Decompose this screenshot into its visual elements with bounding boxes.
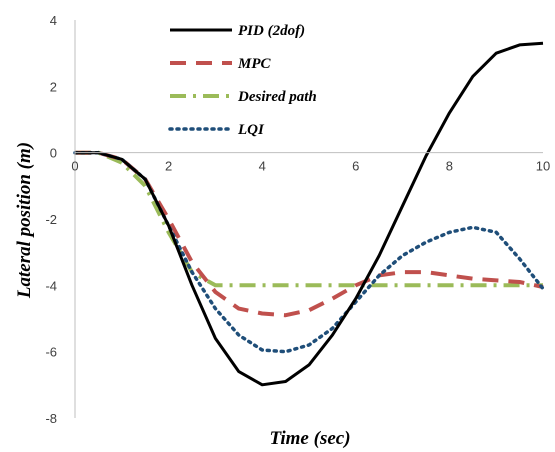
x-tick-label: 0 (71, 159, 78, 174)
series-line-lqi (73, 150, 545, 354)
legend-label: PID (2dof) (238, 23, 305, 39)
legend-label: MPC (237, 56, 272, 72)
y-axis-title: Lateral position (m) (14, 142, 35, 299)
legend-label: Desired path (237, 89, 317, 105)
x-tick-label: 6 (352, 159, 359, 174)
tick-labels: 0 2 4 6 8 10 4 2 0 -2 -4 -6 -8 (45, 13, 550, 426)
y-tick-label: -8 (45, 411, 57, 426)
x-tick-label: 10 (536, 159, 550, 174)
y-tick-label: -6 (45, 345, 57, 360)
x-axis-title: Time (sec) (269, 428, 350, 449)
legend-label: LQI (237, 122, 265, 138)
y-tick-label: 4 (50, 13, 57, 28)
x-tick-label: 8 (446, 159, 453, 174)
x-tick-label: 4 (259, 159, 266, 174)
plot-lines (73, 41, 545, 387)
x-tick-label: 2 (165, 159, 172, 174)
y-tick-label: 0 (50, 146, 57, 161)
axes (74, 20, 543, 418)
y-tick-label: 2 (50, 79, 57, 94)
y-tick-label: -4 (45, 278, 57, 293)
series-line-pid-2dof (75, 41, 544, 387)
series-line-desired-path (75, 150, 543, 288)
y-tick-label: -2 (45, 212, 57, 227)
legend: PID (2dof) MPC Desired path LQI (168, 23, 317, 138)
